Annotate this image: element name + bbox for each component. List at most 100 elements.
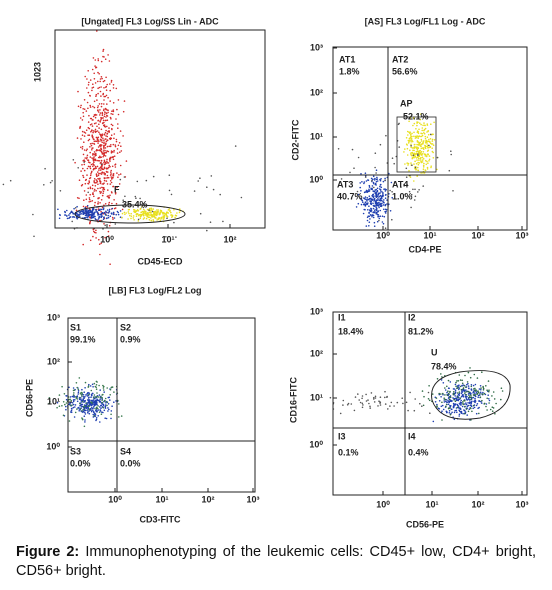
- event-dot: [83, 108, 86, 110]
- event-dot: [94, 65, 96, 67]
- event-dot: [97, 201, 99, 203]
- event-dot: [61, 405, 63, 407]
- event-dot: [123, 211, 126, 214]
- event-dot: [163, 213, 165, 215]
- event-dot: [468, 396, 471, 399]
- event-dot: [408, 141, 410, 143]
- event-dot: [107, 235, 110, 237]
- event-dot: [151, 209, 153, 212]
- event-dot: [430, 166, 432, 169]
- event-dot: [449, 413, 452, 416]
- event-dot: [95, 210, 98, 212]
- event-dot: [441, 410, 443, 413]
- event-dot: [168, 174, 171, 176]
- event-dot: [153, 215, 156, 218]
- event-dot: [407, 162, 410, 165]
- event-dot: [88, 134, 91, 136]
- event-dot: [112, 143, 115, 146]
- event-dot: [112, 113, 114, 115]
- event-dot: [382, 180, 385, 183]
- event-dot: [84, 419, 86, 421]
- event-dot: [111, 165, 114, 168]
- event-dot: [451, 411, 453, 414]
- event-dot: [120, 415, 123, 417]
- event-dot: [234, 145, 237, 147]
- event-dot: [151, 216, 154, 218]
- event-dot: [477, 396, 480, 399]
- event-dot: [419, 149, 422, 152]
- event-dot: [429, 133, 432, 136]
- x-tick-label: 10⁰: [376, 230, 390, 240]
- event-dot: [2, 183, 5, 186]
- event-dot: [152, 208, 155, 210]
- event-dot: [98, 167, 100, 170]
- event-dot: [403, 183, 405, 186]
- event-dot: [106, 125, 108, 128]
- event-dot: [115, 138, 118, 141]
- event-dot: [174, 216, 176, 219]
- event-dot: [480, 402, 483, 404]
- event-dot: [424, 169, 427, 172]
- event-dot: [99, 190, 101, 193]
- event-dot: [68, 214, 70, 216]
- event-dot: [390, 401, 393, 404]
- event-dot: [493, 398, 496, 400]
- event-dot: [101, 403, 104, 405]
- event-dot: [479, 391, 482, 394]
- event-dot: [146, 215, 149, 218]
- event-dot: [175, 236, 177, 238]
- event-dot: [379, 215, 382, 217]
- event-dot: [414, 155, 417, 158]
- event-dot: [93, 230, 95, 233]
- event-dot: [379, 188, 382, 191]
- event-dot: [447, 397, 450, 399]
- event-dot: [74, 411, 77, 414]
- event-dot: [452, 393, 455, 396]
- event-dot: [423, 395, 425, 398]
- event-dot: [77, 393, 79, 395]
- event-dot: [83, 99, 86, 101]
- event-dot: [465, 398, 468, 400]
- event-dot: [456, 396, 459, 398]
- event-dot: [483, 392, 486, 395]
- event-dot: [462, 412, 464, 415]
- event-dot: [98, 123, 100, 126]
- event-dot: [103, 103, 105, 105]
- event-dot: [100, 103, 103, 105]
- event-dot: [377, 210, 380, 212]
- event-dot: [83, 391, 85, 394]
- event-dot: [448, 412, 451, 414]
- event-dot: [408, 120, 410, 123]
- event-dot: [81, 119, 84, 121]
- event-dot: [456, 387, 458, 389]
- event-dot: [368, 188, 370, 191]
- event-dot: [366, 202, 368, 205]
- event-dot: [174, 214, 177, 217]
- event-dot: [102, 93, 104, 96]
- event-dot: [95, 122, 97, 124]
- event-dot: [156, 209, 158, 211]
- event-dot: [410, 141, 413, 143]
- event-dot: [82, 394, 85, 396]
- gate-name: S2: [120, 322, 131, 332]
- event-dot: [104, 404, 107, 406]
- event-dot: [112, 102, 115, 104]
- event-dot: [428, 385, 430, 387]
- event-dot: [106, 171, 109, 173]
- event-dot: [118, 183, 121, 185]
- event-dot: [96, 138, 99, 141]
- event-dot: [441, 376, 443, 378]
- event-dot: [117, 123, 119, 125]
- event-dot: [381, 195, 384, 197]
- event-dot: [416, 147, 418, 150]
- event-dot: [82, 176, 85, 179]
- event-dot: [431, 147, 434, 149]
- event-dot: [86, 409, 89, 411]
- event-dot: [102, 117, 104, 119]
- event-dot: [71, 220, 73, 223]
- event-dot: [109, 183, 112, 185]
- event-dot: [106, 160, 108, 163]
- event-dot: [466, 383, 468, 386]
- event-dot: [97, 409, 100, 411]
- event-dot: [110, 176, 112, 178]
